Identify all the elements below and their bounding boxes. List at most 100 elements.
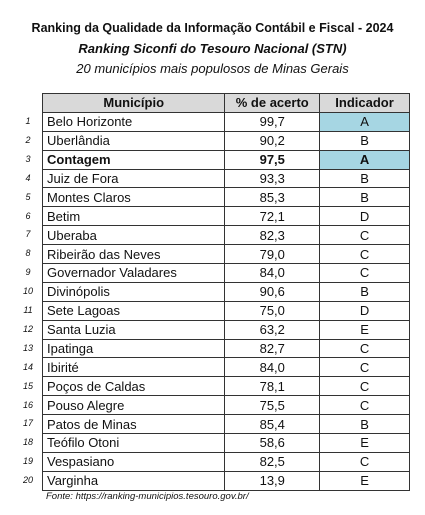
table-row: Vespasiano 82,5 C [41, 451, 410, 472]
indicator: C [319, 451, 410, 472]
table-row: Ribeirão das Neves 79,0 C [41, 244, 410, 265]
row-number: 5 [25, 191, 31, 202]
municipality: Ipatinga [41, 338, 226, 359]
indicator: C [319, 225, 410, 246]
municipality: Santa Luzia [41, 319, 226, 340]
percent-correct: 75,5 [224, 395, 321, 416]
indicator: A [319, 111, 410, 132]
row-number: 10 [22, 286, 33, 297]
municipality: Sete Lagoas [41, 300, 226, 321]
table-row: Santa Luzia 63,2 E [41, 319, 410, 340]
percent-correct: 97,5 [224, 149, 321, 170]
municipality: Montes Claros [41, 187, 226, 208]
percent-correct: 72,1 [224, 206, 321, 227]
header-row: Município% de acerto Indicador [41, 93, 410, 113]
percent-correct: 84,0 [224, 263, 321, 283]
indicator: C [319, 376, 410, 397]
table-row: Teófilo Otoni 58,6 E [41, 433, 410, 453]
row-number: 3 [25, 153, 31, 164]
municipality: Pouso Alegre [41, 395, 226, 416]
municipality: Poços de Caldas [41, 376, 226, 397]
table-row: Patos de Minas 85,4 B [41, 414, 410, 435]
table-row: Poços de Caldas 78,1 C [41, 376, 410, 397]
row-number: 17 [22, 418, 33, 429]
municipality: Contagem [41, 149, 226, 170]
municipality: Teófilo Otoni [41, 433, 226, 453]
municipality: Uberlândia [41, 130, 226, 151]
percent-correct: 90,2 [224, 130, 321, 151]
percent-correct: 85,4 [224, 414, 321, 435]
row-number: 15 [22, 380, 33, 391]
percent-correct: 99,7 [224, 111, 321, 132]
percent-correct: 82,7 [224, 338, 321, 359]
municipality: Ribeirão das Neves [41, 244, 226, 265]
percent-correct: 75,0 [224, 300, 321, 321]
percent-correct: 13,9 [224, 470, 321, 491]
table-row: Uberlândia 90,2 B [41, 130, 410, 151]
percent-correct: 82,5 [224, 451, 321, 472]
indicator: D [319, 206, 410, 227]
percent-correct: 93,3 [224, 168, 321, 189]
column-header: % de acerto [224, 93, 321, 113]
municipality: Belo Horizonte [41, 111, 226, 132]
municipality: Varginha [41, 470, 226, 491]
indicator: C [319, 395, 410, 416]
percent-correct: 84,0 [224, 357, 321, 378]
indicator: B [319, 168, 410, 189]
indicator: D [319, 300, 410, 321]
ranking-table: Município% de acerto Indicador Belo Horiz… [41, 93, 410, 491]
table-row: Divinópolis 90,6 B [41, 281, 410, 302]
indicator: C [319, 338, 410, 359]
column-header: Município [41, 93, 226, 113]
row-number: 6 [25, 210, 31, 221]
indicator: C [319, 357, 410, 378]
indicator: B [319, 130, 410, 151]
table-row: Juiz de Fora 93,3 B [41, 168, 410, 189]
indicator: B [319, 414, 410, 435]
row-number: 14 [22, 361, 33, 372]
row-number: 20 [22, 475, 33, 486]
municipality: Betim [41, 206, 226, 227]
row-number: 7 [25, 229, 31, 240]
table-row: Contagem 97,5 A [41, 149, 410, 170]
subtitle: Ranking Siconfi do Tesouro Nacional (STN… [78, 41, 347, 56]
table-body: Belo Horizonte 99,7 A Uberlândia 90,2 B Contag… [41, 111, 410, 491]
indicator: C [319, 244, 410, 265]
indicator: B [319, 281, 410, 302]
column-header: Indicador [319, 93, 410, 113]
table-row: Montes Claros 85,3 B [41, 187, 410, 208]
table-row: Sete Lagoas 75,0 D [41, 300, 410, 321]
row-number: 1 [25, 116, 31, 126]
percent-correct: 82,3 [224, 225, 321, 246]
title: Ranking da Qualidade da Informação Contá… [31, 21, 394, 35]
indicator: E [319, 470, 410, 491]
row-number: 18 [22, 437, 33, 448]
row-number: 11 [23, 305, 33, 315]
percent-correct: 63,2 [224, 319, 321, 340]
row-number: 9 [25, 267, 31, 278]
municipality: Ibirité [41, 357, 226, 378]
indicator: A [319, 149, 410, 170]
row-number: 8 [25, 248, 31, 259]
table-row: Uberaba 82,3 C [41, 225, 410, 246]
indicator: B [319, 187, 410, 208]
municipality: Vespasiano [41, 451, 226, 472]
table-row: Ibirité 84,0 C [41, 357, 410, 378]
row-number: 19 [22, 456, 33, 467]
row-number: 2 [25, 134, 31, 145]
municipality: Divinópolis [41, 281, 226, 302]
description: 20 municípios mais populosos de Minas Ge… [76, 61, 349, 76]
municipality: Uberaba [41, 225, 226, 246]
percent-correct: 85,3 [224, 187, 321, 208]
percent-correct: 78,1 [224, 376, 321, 397]
table-row: Ipatinga 82,7 C [41, 338, 410, 359]
municipality: Patos de Minas [41, 414, 226, 435]
municipality: Governador Valadares [41, 263, 226, 283]
table-row: Governador Valadares 84,0 C [41, 263, 410, 283]
percent-correct: 58,6 [224, 433, 321, 453]
source: Fonte: https://ranking-municipios.tesour… [46, 491, 249, 502]
municipality: Juiz de Fora [41, 168, 226, 189]
table-row: Varginha 13,9 E [41, 470, 410, 491]
table-row: Pouso Alegre 75,5 C [41, 395, 410, 416]
